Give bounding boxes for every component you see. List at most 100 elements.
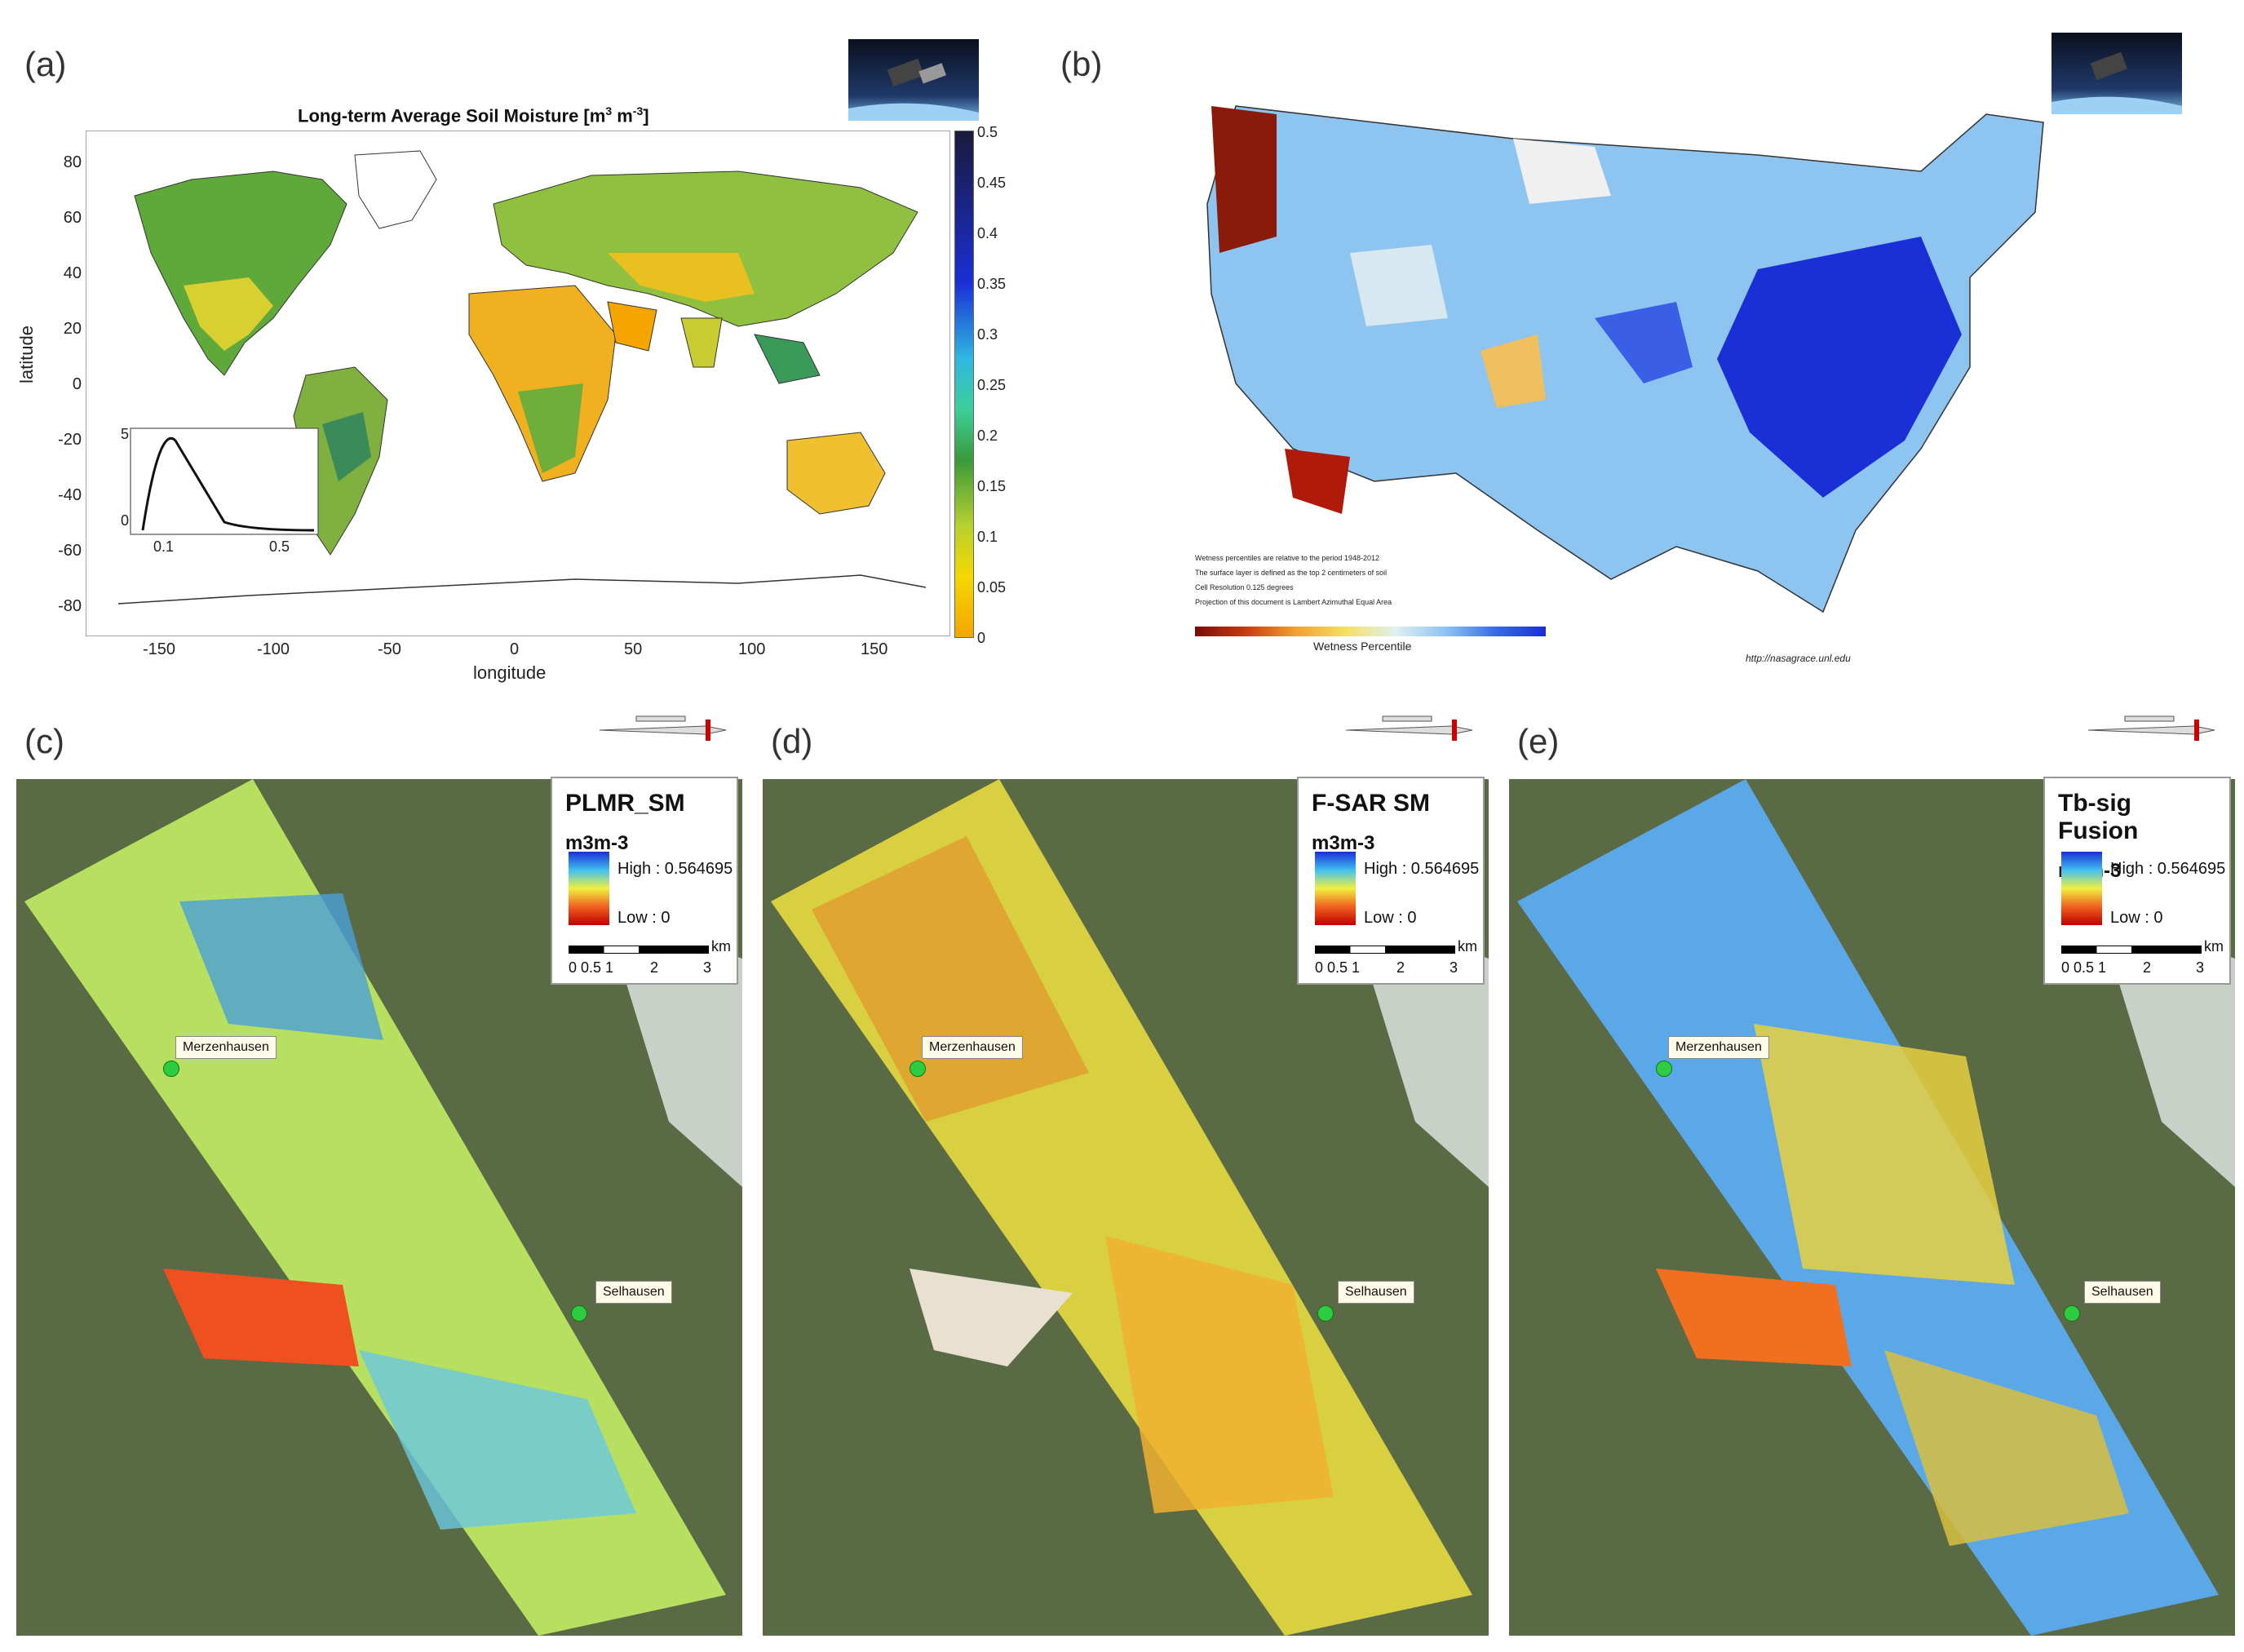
scale-bar [1315,946,1455,954]
inset-xtick: 0.5 [269,538,290,555]
ytick: -80 [58,597,82,615]
ytick: 60 [63,209,82,227]
merzenhausen-label: Merzenhausen [922,1036,1023,1059]
panel-d-label: (d) [771,722,813,760]
merzenhausen-marker [163,1061,179,1077]
legend-title: F-SAR SM [1312,790,1430,817]
scale-label: 0 0.5 1 [2061,959,2107,976]
cbar-tick: 0.15 [977,478,1007,494]
selhausen-marker [1317,1305,1334,1322]
cbar-tick: 0.3 [977,326,998,343]
cbar-tick: 0.25 [977,377,1007,393]
panel-c-legend: PLMR_SM m3m-3 High : 0.564695 Low : 0 0 … [551,777,738,985]
scale-unit: km [711,938,731,954]
legend-unit: m3m-3 [565,832,629,854]
legend-high: High : 0.564695 [617,860,733,878]
panel-a-title: Long-term Average Soil Moisture [m3 m-3] [298,104,649,126]
legend-high: High : 0.564695 [2110,860,2226,878]
xtick: -100 [257,640,290,658]
legend-colorbar [569,852,609,925]
ytick: 20 [63,320,82,338]
panel-a-label: (a) [24,45,67,83]
xtick: 0 [510,640,520,658]
selhausen-label: Selhausen [1338,1281,1414,1304]
scale-label: 2 [650,959,659,976]
xtick: -150 [143,640,176,658]
panel-a-xlabel: longitude [473,662,547,683]
ytick: -40 [58,486,82,504]
legend-colorbar [1315,852,1356,925]
merzenhausen-marker [910,1061,926,1077]
ytick: -20 [58,431,82,449]
scale-label: 0 0.5 1 [1315,959,1361,976]
cbar-tick: 0.45 [977,175,1007,191]
panel-a-colorbar-ticks: 0.5 0.45 0.4 0.35 0.3 0.25 0.2 0.15 0.1 … [977,124,1026,646]
selhausen-marker [571,1305,587,1322]
legend-title: PLMR_SM [565,790,685,817]
source-url: http://nasagrace.unl.edu [1746,653,1851,664]
panel-a-ylabel: latitude [16,326,37,383]
xtick: 150 [861,640,888,658]
xtick: -50 [378,640,401,658]
panel-b-label: (b) [1060,45,1103,83]
satellite-icon [2051,33,2182,114]
panel-c-label: (c) [24,722,64,760]
legend-title: Tb-sig Fusion [2058,790,2139,844]
global-soil-moisture-map [85,130,951,637]
legend-low: Low : 0 [2110,909,2163,927]
ytick: 80 [63,153,82,171]
inset-ytick: 0 [121,512,130,529]
panel-d-legend: F-SAR SM m3m-3 High : 0.564695 Low : 0 0… [1297,777,1485,985]
cbar-tick: 0.2 [977,427,998,444]
panel-a-xticks: -150 -100 -50 0 50 100 150 [86,640,950,665]
scale-bar [2061,946,2202,954]
cbar-tick: 0.05 [977,579,1007,596]
note-line: The surface layer is defined as the top … [1195,569,1388,577]
scale-unit: km [1458,938,1477,954]
scale-label: 3 [2196,959,2205,976]
airplane-icon [591,710,730,751]
panel-c-map [16,779,742,1636]
legend-high: High : 0.564695 [1364,860,1480,878]
scale-unit: km [2204,938,2224,954]
wetness-notes: Wetness percentiles are relative to the … [1195,551,1603,609]
panel-a-colorbar [954,131,974,638]
scale-label: 0 0.5 1 [569,959,614,976]
wetness-legend-title: Wetness Percentile [1313,640,1412,653]
merzenhausen-marker [1656,1061,1672,1077]
legend-unit: m3m-3 [1312,832,1375,854]
merzenhausen-label: Merzenhausen [1668,1036,1769,1059]
scale-label: 3 [703,959,712,976]
inset-xtick: 0.1 [153,538,175,555]
scale-label: 2 [1396,959,1405,976]
scale-label: 2 [2143,959,2152,976]
panel-e-legend: Tb-sig Fusion m3m-3 High : 0.564695 Low … [2043,777,2231,985]
usa-wetness-map [1187,90,2051,644]
legend-low: Low : 0 [617,909,671,927]
xtick: 100 [738,640,766,658]
ytick: 0 [72,375,82,393]
ytick: -60 [58,542,82,560]
note-line: Wetness percentiles are relative to the … [1195,554,1379,562]
legend-colorbar [2061,852,2102,925]
note-line: Cell Resolution 0.125 degrees [1195,583,1294,591]
cbar-tick: 0.35 [977,276,1007,292]
panel-e-label: (e) [1517,722,1560,760]
inset-ytick: 5 [121,426,130,442]
airplane-icon [2080,710,2219,751]
panel-d-map [763,779,1489,1636]
selhausen-marker [2064,1305,2080,1322]
cbar-tick: 0.4 [977,225,998,241]
xtick: 50 [624,640,643,658]
satellite-icon [848,39,979,121]
panel-a-yticks: 80 60 40 20 0 -20 -40 -60 -80 [45,153,82,627]
scale-bar [569,946,709,954]
cbar-tick: 0.1 [977,529,998,545]
legend-low: Low : 0 [1364,909,1417,927]
cbar-tick: 0.5 [977,124,998,140]
cbar-tick: 0 [977,630,986,646]
airplane-icon [1338,710,1476,751]
wetness-colorbar [1195,627,1546,636]
selhausen-label: Selhausen [595,1281,672,1304]
ytick: 40 [63,264,82,282]
